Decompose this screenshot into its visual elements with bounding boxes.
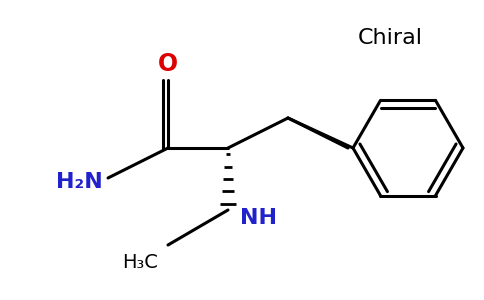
Text: H₂N: H₂N bbox=[56, 172, 103, 192]
Text: NH: NH bbox=[240, 208, 277, 228]
Text: O: O bbox=[158, 52, 178, 76]
Text: Chiral: Chiral bbox=[358, 28, 423, 48]
Text: H₃C: H₃C bbox=[122, 253, 158, 272]
